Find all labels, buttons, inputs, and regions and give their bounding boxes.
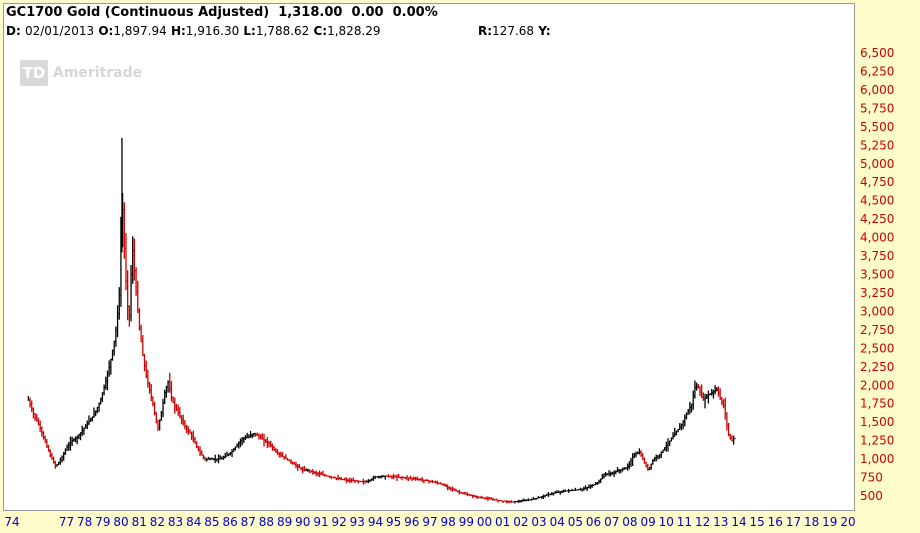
open-value: 1,897.94 [113, 24, 167, 38]
percent-change: 0.00% [392, 5, 438, 20]
x-tick-label: 77 [59, 515, 74, 529]
y-tick-label: 5,750 [860, 101, 894, 115]
x-tick-label: 74 [4, 515, 19, 529]
x-tick-label: 08 [622, 515, 637, 529]
x-tick-label: 14 [731, 515, 746, 529]
date-value: 02/01/2013 [24, 24, 95, 38]
x-tick-label: 97 [422, 515, 437, 529]
x-tick-label: 17 [786, 515, 801, 529]
x-tick-label: 18 [804, 515, 819, 529]
x-tick-label: 81 [132, 515, 147, 529]
y-tick-label: 3,750 [860, 249, 894, 263]
x-tick-label: 12 [695, 515, 710, 529]
x-tick-label: 83 [168, 515, 183, 529]
x-tick-label: 03 [531, 515, 546, 529]
y-tick-label: 6,250 [860, 64, 894, 78]
last-price: 1,318.00 [278, 5, 343, 20]
close-value: 1,828.29 [327, 24, 381, 38]
x-tick-label: 13 [713, 515, 728, 529]
y-tick-label: 5,000 [860, 157, 894, 171]
y-axis-labels: 500 750 1,000 1,250 1,500 1,750 2,000 2,250 2,50… [860, 46, 894, 503]
y-tick-label: 1,000 [860, 452, 894, 466]
y-tick-label: 1,500 [860, 415, 894, 429]
open-label: O: [98, 24, 114, 38]
td-logo-icon: TD [20, 60, 48, 86]
x-tick-label: 19 [822, 515, 837, 529]
y-tick-label: 6,000 [860, 83, 894, 97]
x-tick-label: 04 [550, 515, 565, 529]
x-tick-label: 96 [404, 515, 419, 529]
x-tick-label: 93 [350, 515, 365, 529]
x-tick-label: 86 [222, 515, 237, 529]
y-tick-label: 3,000 [860, 304, 894, 318]
x-tick-label: 01 [495, 515, 510, 529]
x-tick-label: 92 [331, 515, 346, 529]
x-tick-label: 20 [840, 515, 855, 529]
x-tick-label: 80 [113, 515, 128, 529]
x-tick-label: 99 [459, 515, 474, 529]
date-label: D: [6, 24, 21, 38]
x-tick-label: 06 [586, 515, 601, 529]
y-tick-label: 2,000 [860, 378, 894, 392]
y-tick-label: 3,500 [860, 268, 894, 282]
low-value: 1,788.62 [255, 24, 310, 38]
ameritrade-watermark: TD Ameritrade [20, 60, 142, 86]
x-tick-label: 82 [150, 515, 165, 529]
x-tick-label: 16 [768, 515, 783, 529]
y-tick-label: 500 [860, 489, 883, 503]
x-tick-label: 79 [95, 515, 110, 529]
low-label: L: [243, 24, 256, 38]
high-value: 1,916.30 [185, 24, 240, 38]
y-tick-label: 4,000 [860, 231, 894, 245]
symbol-title: GC1700 Gold (Continuous Adjusted) [6, 5, 270, 20]
high-label: H: [170, 24, 186, 38]
price-bars [27, 137, 736, 504]
x-tick-label: 84 [186, 515, 201, 529]
x-tick-label: 91 [313, 515, 328, 529]
x-axis-labels: 74 77 78 79 80 81 82 83 84 85 86 87 88 89 90 91 92 93 94 95… [4, 515, 855, 529]
x-tick-label: 07 [604, 515, 619, 529]
y-tick-label: 2,500 [860, 341, 894, 355]
range-value: 127.68 [492, 24, 535, 38]
x-tick-label: 02 [513, 515, 528, 529]
watermark-name: Ameritrade [53, 65, 143, 81]
y-tick-label: 1,750 [860, 397, 894, 411]
x-tick-label: 11 [677, 515, 692, 529]
chart-header-title: GC1700 Gold (Continuous Adjusted) 1,318.… [6, 5, 438, 20]
y-tick-label: 1,250 [860, 434, 894, 448]
chart-frame [3, 3, 855, 511]
y-tick-label: 750 [860, 471, 883, 485]
ohlc-readout: D: 02/01/2013 O:1,897.94 H:1,916.30 L:1,… [6, 24, 381, 38]
x-tick-label: 88 [259, 515, 274, 529]
x-tick-label: 98 [441, 515, 456, 529]
range-readout: R:127.68 Y: [478, 24, 551, 38]
y-tick-label: 3,250 [860, 286, 894, 300]
range-label: R: [478, 24, 493, 38]
y-tick-label: 4,500 [860, 194, 894, 208]
y-tick-label: 5,250 [860, 138, 894, 152]
x-tick-label: 00 [477, 515, 492, 529]
x-tick-label: 90 [295, 515, 310, 529]
y-tick-label: 4,750 [860, 175, 894, 189]
x-tick-label: 85 [204, 515, 219, 529]
y-label: Y: [538, 24, 551, 38]
y-tick-label: 2,250 [860, 360, 894, 374]
close-label: C: [313, 24, 328, 38]
x-tick-label: 15 [749, 515, 764, 529]
y-tick-label: 4,250 [860, 212, 894, 226]
x-tick-label: 94 [368, 515, 383, 529]
y-tick-label: 2,750 [860, 323, 894, 337]
net-change: 0.00 [351, 5, 384, 20]
x-tick-label: 87 [241, 515, 256, 529]
y-tick-label: 6,500 [860, 46, 894, 60]
x-tick-label: 95 [386, 515, 401, 529]
y-tick-label: 5,500 [860, 120, 894, 134]
x-tick-label: 89 [277, 515, 292, 529]
x-tick-label: 10 [659, 515, 674, 529]
x-tick-label: 78 [77, 515, 92, 529]
x-tick-label: 09 [640, 515, 655, 529]
x-tick-label: 05 [568, 515, 583, 529]
